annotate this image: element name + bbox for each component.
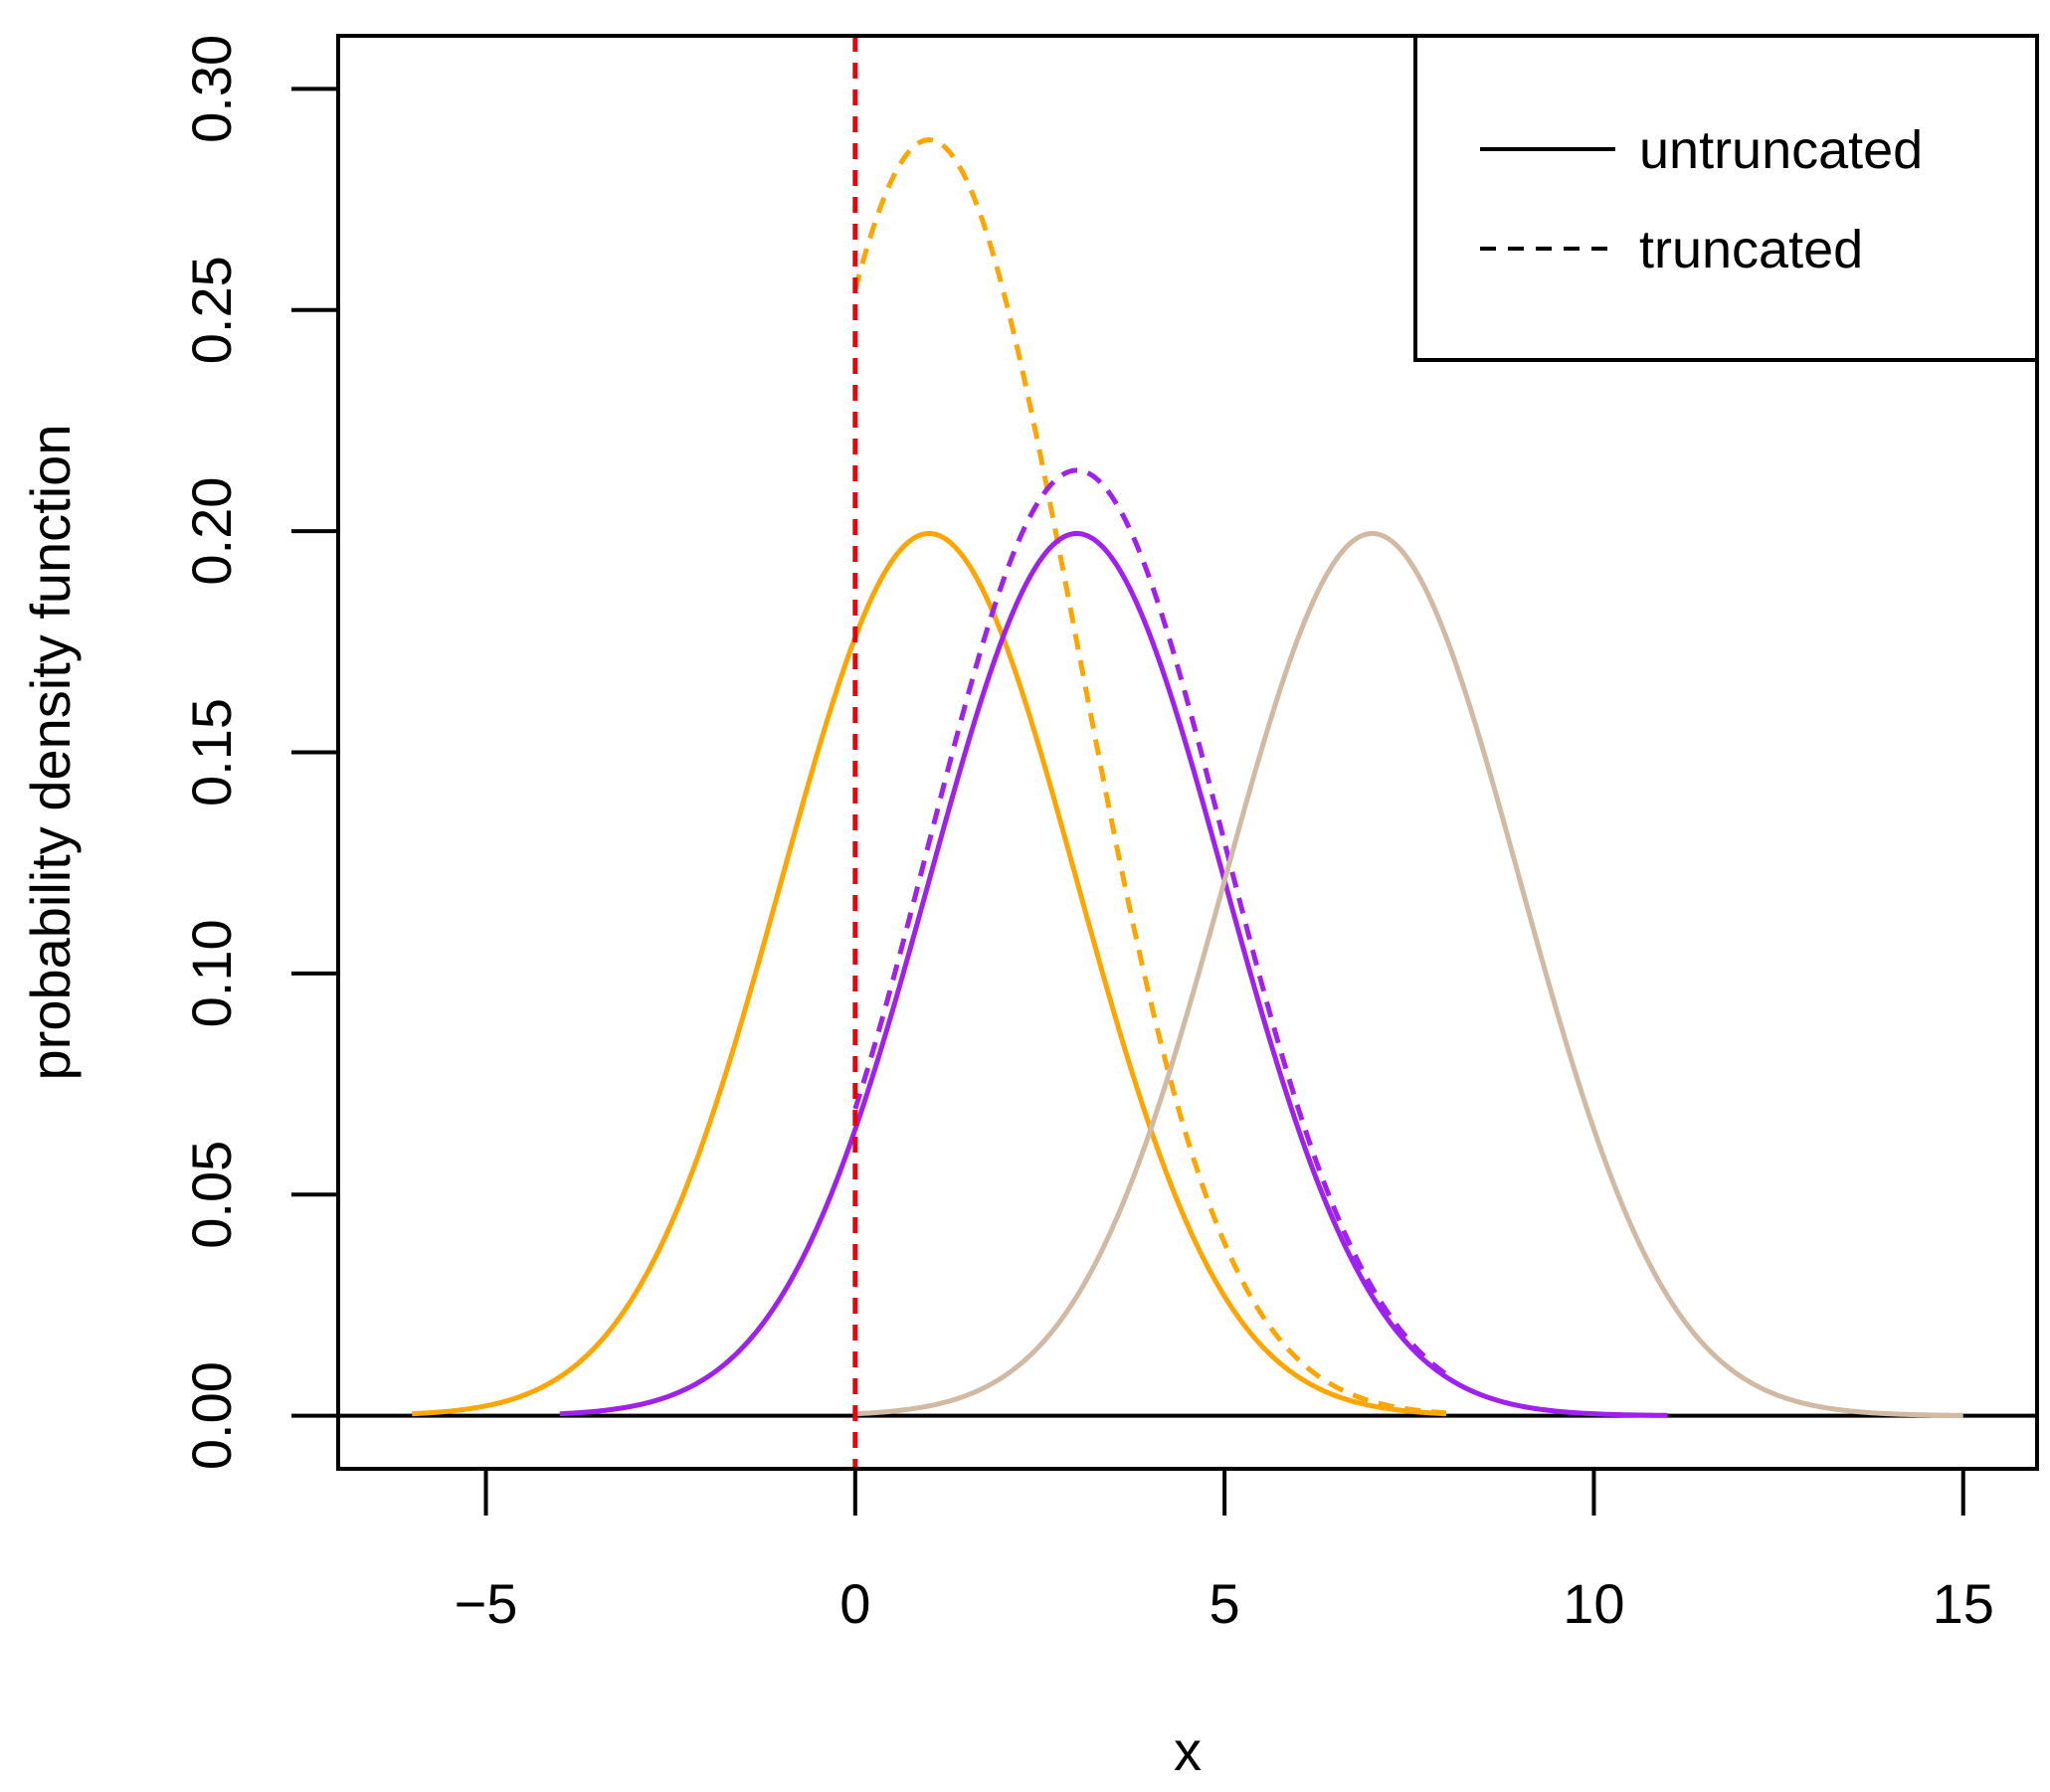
x-tick-label: 5 — [1210, 1572, 1240, 1635]
y-tick-label: 0.10 — [180, 919, 243, 1027]
y-tick-label: 0.25 — [180, 256, 243, 364]
x-axis: −5 0 5 10 15 — [455, 1469, 1994, 1635]
series-line-purple-untruncated — [559, 530, 1668, 1418]
y-axis: 0.00 0.05 0.10 0.15 0.20 0.25 0.30 — [180, 35, 338, 1470]
series-line-orange-untruncated — [412, 530, 1447, 1417]
x-tick-label: 10 — [1563, 1572, 1624, 1635]
y-tick-label: 0.30 — [180, 35, 243, 143]
y-axis-title: probability density function — [19, 425, 82, 1081]
series-line-tan-untruncated — [854, 530, 1963, 1418]
series-line-orange-truncated — [852, 137, 1447, 1416]
x-tick-label: −5 — [455, 1572, 518, 1635]
y-tick-label: 0.00 — [180, 1361, 243, 1470]
y-tick-label: 0.20 — [180, 477, 243, 586]
chart-curves — [338, 137, 2037, 1418]
legend-label-truncated: truncated — [1639, 220, 1863, 279]
x-tick-label: 0 — [839, 1572, 870, 1635]
y-tick-label: 0.15 — [180, 698, 243, 806]
legend-label-untruncated: untruncated — [1639, 120, 1923, 180]
y-tick-label: 0.05 — [180, 1141, 243, 1249]
x-axis-title: x — [1174, 1719, 1202, 1782]
series-line-purple-truncated — [852, 467, 1448, 1376]
legend: untruncated truncated — [1413, 34, 2039, 362]
legend-box — [1413, 34, 2039, 362]
x-tick-label: 15 — [1933, 1572, 1994, 1635]
